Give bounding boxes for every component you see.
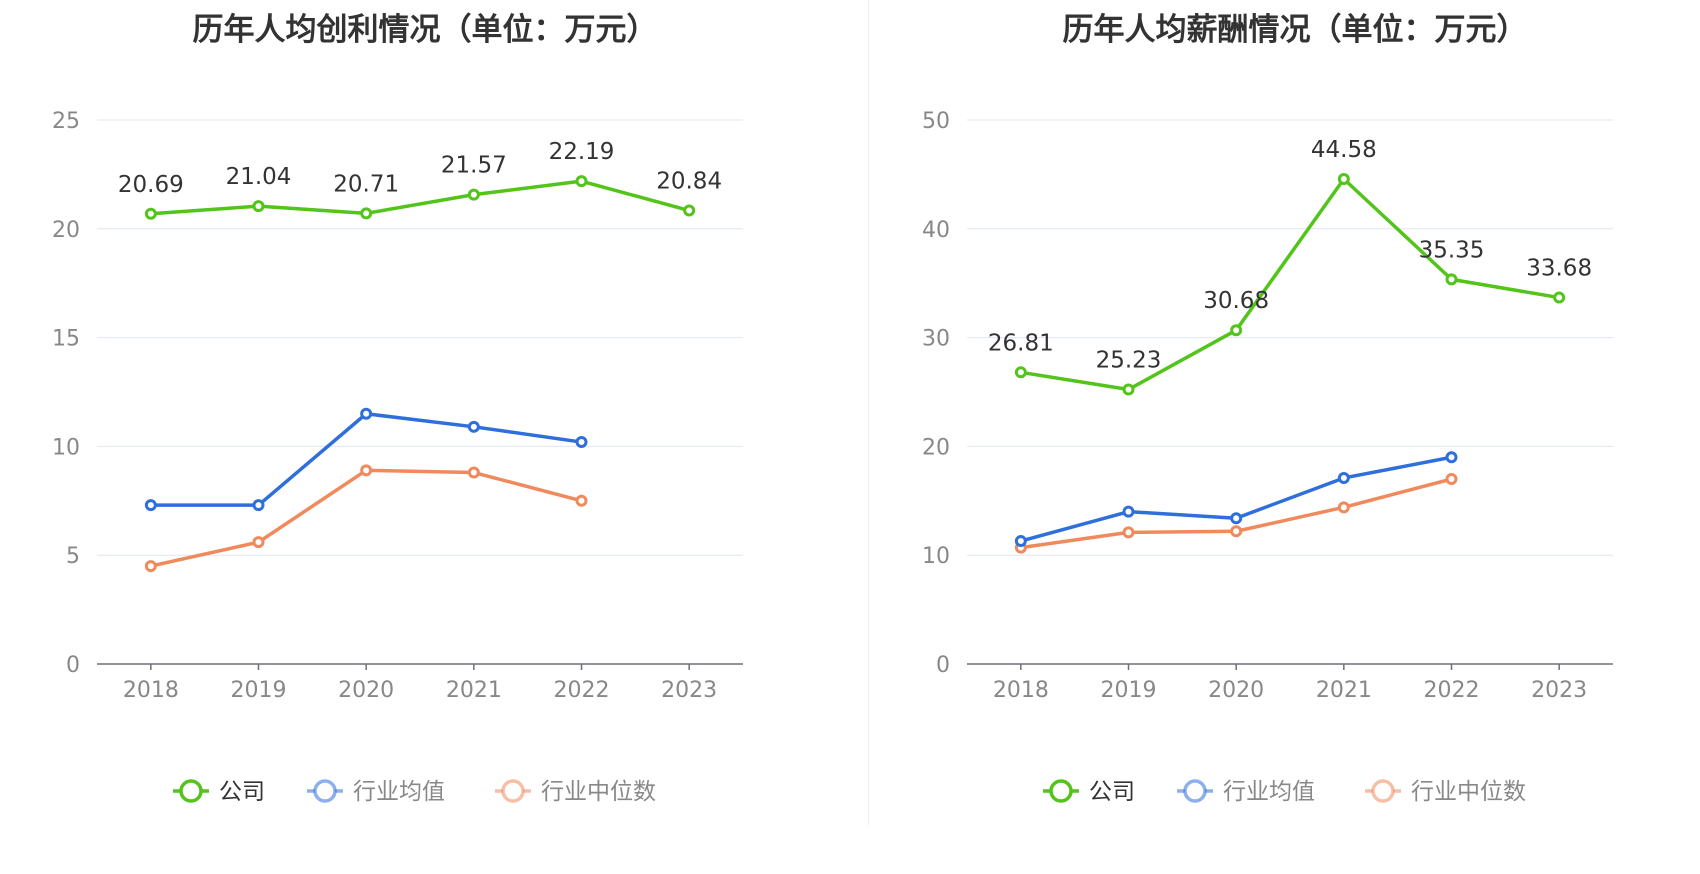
data-point[interactable]: [252, 200, 265, 213]
data-label: 35.35: [1419, 237, 1485, 263]
x-tick-label: 2018: [123, 678, 179, 703]
data-point[interactable]: [1337, 501, 1350, 514]
x-tick-label: 2020: [1208, 678, 1264, 703]
x-tick-label: 2020: [338, 678, 394, 703]
data-point[interactable]: [575, 494, 588, 507]
legend-marker-icon: [313, 779, 337, 803]
x-tick-label: 2019: [231, 678, 287, 703]
data-point[interactable]: [1337, 471, 1350, 484]
data-point[interactable]: [144, 207, 157, 220]
data-point[interactable]: [1230, 324, 1243, 337]
legend-item-median[interactable]: 行业中位数: [495, 779, 656, 805]
legend-item-median[interactable]: 行业中位数: [1365, 779, 1526, 805]
x-tick-label: 2019: [1101, 678, 1157, 703]
legend-label: 行业中位数: [541, 779, 656, 805]
x-tick-label: 2023: [661, 678, 717, 703]
y-tick-label: 0: [936, 653, 950, 678]
x-tick-label: 2022: [554, 678, 610, 703]
y-tick-label: 20: [52, 218, 80, 243]
data-point[interactable]: [1337, 172, 1350, 185]
data-point[interactable]: [467, 466, 480, 479]
legend-label: 行业均值: [353, 779, 445, 805]
x-tick-label: 2021: [1316, 678, 1372, 703]
y-tick-label: 5: [66, 544, 80, 569]
data-label: 33.68: [1526, 256, 1592, 282]
data-point[interactable]: [467, 188, 480, 201]
data-label: 21.57: [441, 153, 507, 179]
legend-item-average[interactable]: 行业均值: [307, 779, 445, 805]
y-tick-label: 50: [922, 109, 950, 134]
legend-marker-icon: [501, 779, 525, 803]
data-point[interactable]: [252, 499, 265, 512]
company-line: [1020, 177, 1560, 392]
legend-label: 行业中位数: [1411, 779, 1526, 805]
y-tick-label: 20: [922, 435, 950, 460]
data-label: 22.19: [549, 139, 615, 165]
legend-marker-icon: [1049, 779, 1073, 803]
data-point[interactable]: [1122, 526, 1135, 539]
legend-label: 公司: [219, 779, 265, 805]
legend-marker-icon: [179, 779, 203, 803]
y-tick-label: 15: [52, 327, 80, 352]
panel-divider: [868, 0, 869, 825]
data-point[interactable]: [1014, 366, 1027, 379]
data-point[interactable]: [360, 207, 373, 220]
data-point[interactable]: [1230, 512, 1243, 525]
chart-panel-profit: 历年人均创利情况（单位：万元） 0 5 10 15 20 25 2018 2019 2020 20…: [52, 12, 743, 805]
y-tick-label: 30: [922, 327, 950, 352]
data-point[interactable]: [1014, 535, 1027, 548]
legend-item-company[interactable]: 公司: [173, 779, 265, 805]
chart-title: 历年人均创利情况（单位：万元）: [192, 12, 658, 48]
data-point[interactable]: [144, 499, 157, 512]
company-line: [150, 179, 690, 216]
y-tick-label: 10: [52, 435, 80, 460]
data-label: 20.84: [656, 169, 722, 195]
data-point[interactable]: [144, 560, 157, 573]
data-point[interactable]: [1122, 505, 1135, 518]
x-tick-label: 2021: [446, 678, 502, 703]
x-tick-label: 2018: [993, 678, 1049, 703]
data-point[interactable]: [252, 536, 265, 549]
data-point[interactable]: [1122, 383, 1135, 396]
data-point[interactable]: [1445, 451, 1458, 464]
data-point[interactable]: [1445, 273, 1458, 286]
legend-marker-icon: [1183, 779, 1207, 803]
data-point[interactable]: [683, 204, 696, 217]
legend-label: 公司: [1089, 779, 1135, 805]
chart-panel-salary: 历年人均薪酬情况（单位：万元） 0 10 20 30 40 50 2018 2019 2020 2…: [870, 0, 1700, 874]
data-point[interactable]: [360, 464, 373, 477]
legend-label: 行业均值: [1223, 779, 1315, 805]
data-point[interactable]: [575, 175, 588, 188]
salary-line-chart: 0 10 20 30 40 50 2018 2019 2020 2021 2022 2023 26.81…: [922, 109, 1613, 805]
data-label: 44.58: [1311, 137, 1377, 163]
y-tick-label: 25: [52, 109, 80, 134]
y-tick-label: 10: [922, 544, 950, 569]
industry-median-line: [150, 468, 582, 568]
chart-title: 历年人均薪酬情况（单位：万元）: [1062, 12, 1528, 48]
data-point[interactable]: [1230, 525, 1243, 538]
data-label: 30.68: [1203, 288, 1269, 314]
data-label: 20.71: [333, 171, 399, 197]
legend-marker-icon: [1371, 779, 1395, 803]
data-label: 20.69: [118, 172, 184, 198]
y-tick-label: 40: [922, 218, 950, 243]
data-point[interactable]: [360, 407, 373, 420]
data-point[interactable]: [1553, 291, 1566, 304]
data-label: 25.23: [1096, 347, 1162, 373]
x-tick-label: 2022: [1424, 678, 1480, 703]
x-tick-label: 2023: [1531, 678, 1587, 703]
data-point[interactable]: [575, 436, 588, 449]
legend-item-average[interactable]: 行业均值: [1177, 779, 1315, 805]
y-tick-label: 0: [66, 653, 80, 678]
data-label: 26.81: [988, 330, 1054, 356]
data-point[interactable]: [467, 420, 480, 433]
industry-average-line: [150, 412, 582, 507]
profit-line-chart: 0 5 10 15 20 25 2018 2019 2020 2021 2022 2023 20.69 2…: [52, 109, 743, 805]
data-point[interactable]: [1445, 473, 1458, 486]
legend-item-company[interactable]: 公司: [1043, 779, 1135, 805]
data-label: 21.04: [226, 164, 292, 190]
